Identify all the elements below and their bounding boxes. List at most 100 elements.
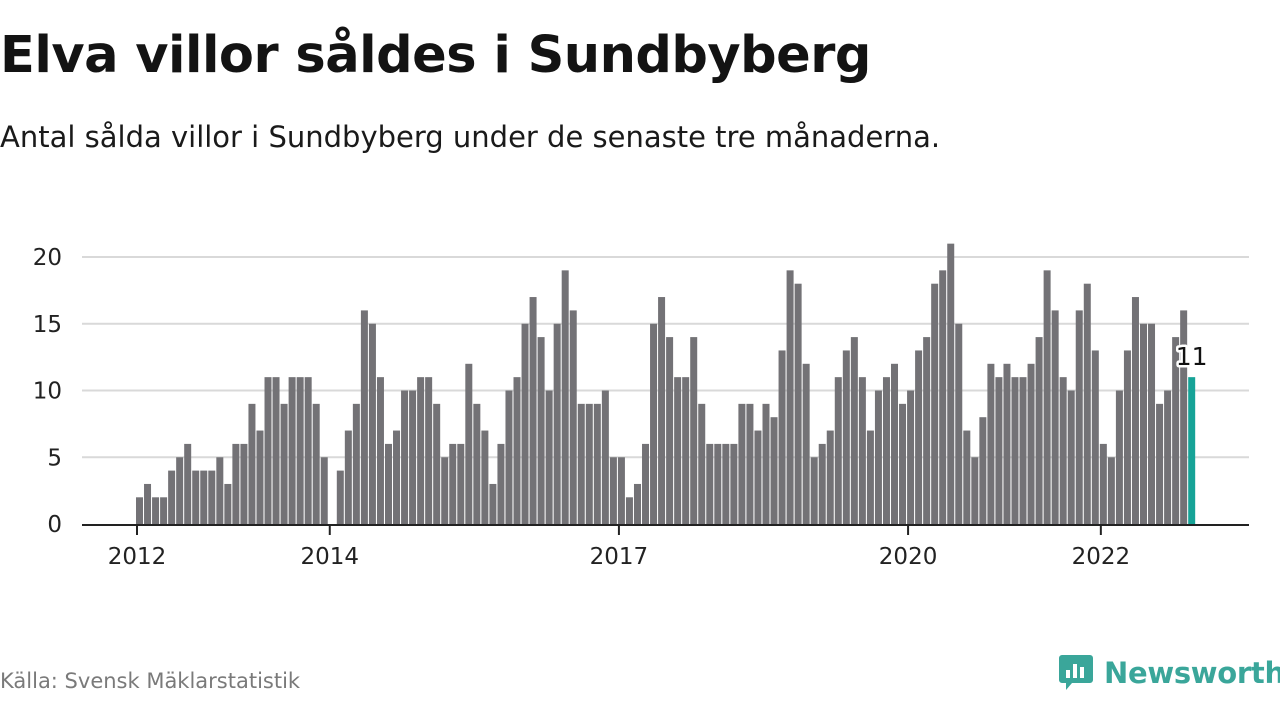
bar	[1140, 323, 1147, 524]
y-axis-ticks: 0 5 10 15 20	[33, 245, 62, 538]
bar	[874, 390, 882, 524]
bar	[593, 403, 601, 524]
x-tick-label: 2020	[879, 544, 938, 570]
bar	[409, 390, 417, 524]
bar	[457, 443, 465, 524]
bar	[866, 430, 874, 524]
bar	[441, 457, 449, 524]
highlight-data-label: 11	[1176, 342, 1208, 371]
bar	[1091, 350, 1099, 524]
bar	[923, 337, 931, 524]
bar	[1059, 377, 1067, 524]
bar	[264, 377, 272, 524]
bar	[754, 430, 762, 524]
bar	[248, 403, 256, 524]
bar	[617, 457, 625, 524]
brand-name: Newsworthy	[1104, 656, 1280, 690]
bar	[192, 470, 200, 524]
bar	[706, 443, 714, 524]
bar	[336, 470, 344, 524]
bar	[842, 350, 850, 524]
bar	[891, 363, 899, 524]
bar	[1099, 443, 1107, 524]
bar	[176, 457, 184, 524]
bar	[1180, 310, 1188, 524]
x-tick-label: 2022	[1072, 544, 1131, 570]
bar	[690, 337, 698, 524]
data-labels: 11	[1173, 340, 1210, 374]
bar	[1003, 363, 1011, 524]
bars	[136, 243, 1196, 524]
bar	[794, 283, 802, 524]
bar	[1148, 323, 1156, 524]
bar	[1164, 390, 1172, 524]
bar	[971, 457, 979, 524]
bar	[1051, 310, 1059, 524]
bar	[376, 377, 384, 524]
bar	[1027, 363, 1035, 524]
bar	[425, 377, 433, 524]
bar	[1115, 390, 1123, 524]
bar	[184, 443, 192, 524]
bar-chart: 0 5 10 15 20 2012 2014 2017 2020 2022 11	[33, 243, 1249, 570]
chart-subtitle: Antal sålda villor i Sundbyberg under de…	[0, 120, 941, 154]
bar	[553, 323, 561, 524]
source-note: Källa: Svensk Mäklarstatistik	[0, 669, 301, 693]
bar	[240, 443, 248, 524]
bar	[545, 390, 553, 524]
bar	[666, 337, 674, 524]
bar	[995, 377, 1003, 524]
bar	[601, 390, 609, 524]
bar	[850, 337, 858, 524]
bar	[144, 483, 152, 524]
bar	[609, 457, 617, 524]
bar	[320, 457, 328, 524]
y-tick-label: 10	[33, 379, 62, 405]
bar	[979, 417, 987, 524]
bar	[489, 483, 497, 524]
highlight-bar	[1188, 377, 1196, 524]
bar	[505, 390, 513, 524]
y-tick-label: 20	[33, 245, 62, 271]
bar	[810, 457, 818, 524]
bar	[722, 443, 730, 524]
y-tick-label: 5	[47, 445, 62, 471]
bar	[1172, 337, 1180, 524]
bar	[1075, 310, 1083, 524]
x-axis-ticks: 2012 2014 2017 2020 2022	[108, 525, 1130, 570]
y-tick-label: 0	[47, 512, 62, 538]
bar	[915, 350, 923, 524]
bar	[168, 470, 176, 524]
bar	[762, 403, 770, 524]
x-tick-label: 2014	[300, 544, 359, 570]
bar	[473, 403, 481, 524]
bar	[786, 270, 794, 524]
bar	[529, 297, 537, 524]
bar	[481, 430, 489, 524]
bar	[826, 430, 834, 524]
newsworthy-brand[interactable]: Newsworthy	[1058, 653, 1280, 693]
bar	[577, 403, 585, 524]
bar	[882, 377, 890, 524]
x-tick-label: 2017	[590, 544, 649, 570]
bar	[384, 443, 392, 524]
bar	[633, 483, 641, 524]
bar	[1123, 350, 1131, 524]
bar	[858, 377, 866, 524]
bar	[931, 283, 939, 524]
bar	[344, 430, 352, 524]
bar	[224, 483, 232, 524]
bar	[899, 403, 907, 524]
chart-title: Elva villor såldes i Sundbyberg	[0, 26, 871, 85]
bar	[947, 243, 955, 524]
bar	[730, 443, 738, 524]
bar	[1156, 403, 1164, 524]
x-tick-label: 2012	[108, 544, 167, 570]
bar	[401, 390, 409, 524]
bar	[738, 403, 746, 524]
bar	[939, 270, 947, 524]
bar	[352, 403, 360, 524]
bar	[272, 377, 280, 524]
bar	[802, 363, 810, 524]
bar	[433, 403, 441, 524]
